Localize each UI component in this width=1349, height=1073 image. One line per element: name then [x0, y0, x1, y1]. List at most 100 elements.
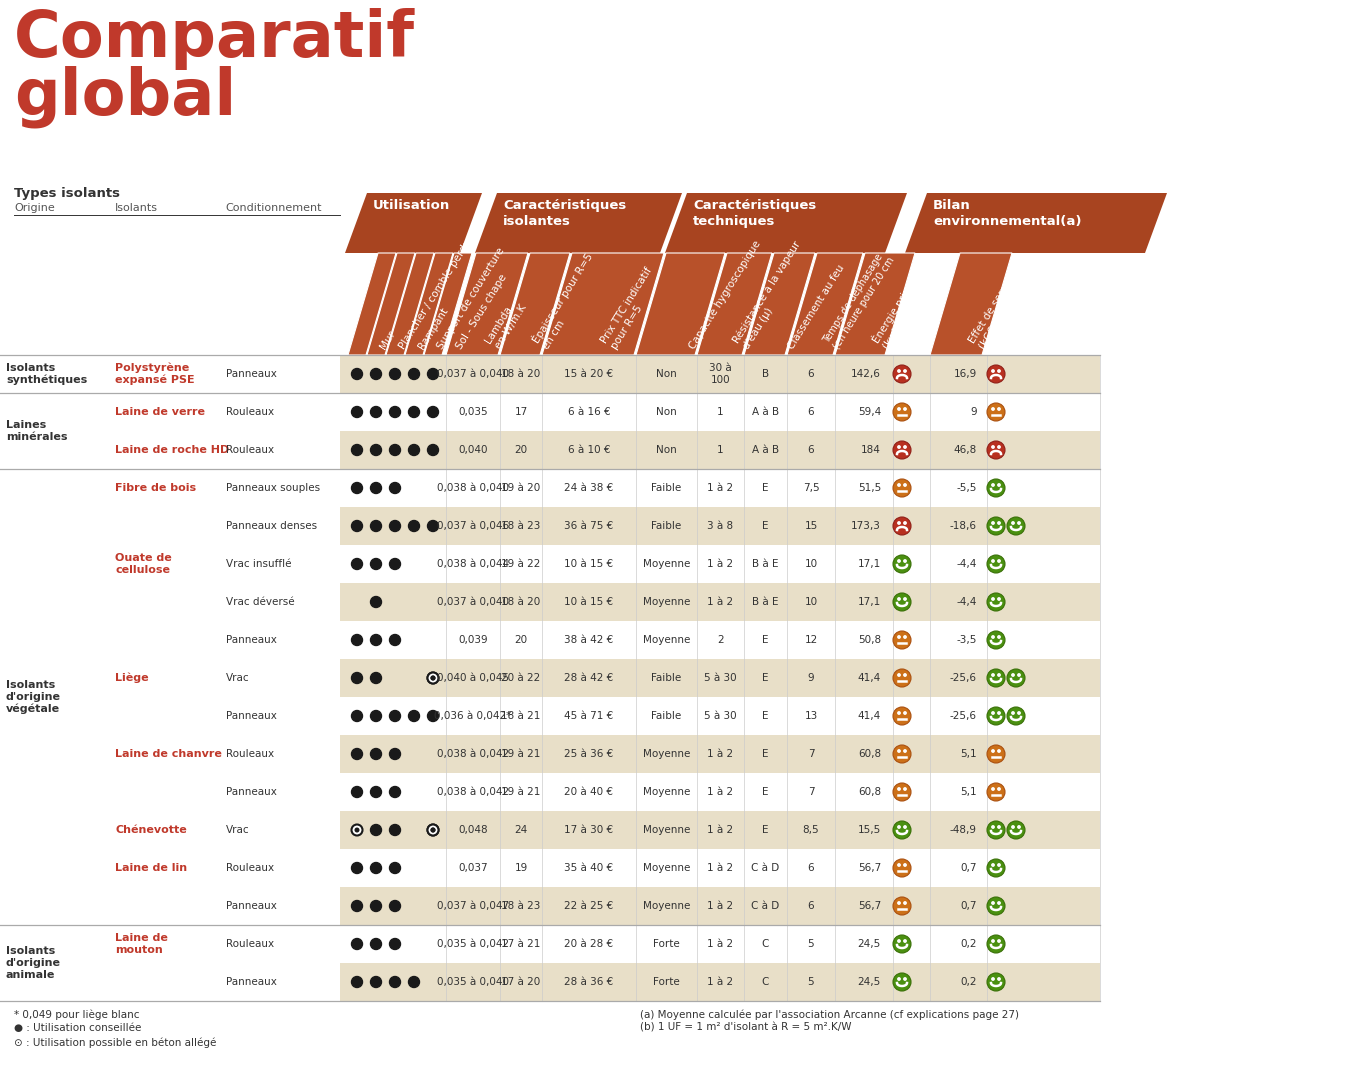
Circle shape — [371, 634, 382, 646]
Text: Laines
minérales: Laines minérales — [5, 421, 67, 442]
Text: 17: 17 — [514, 407, 527, 417]
Circle shape — [898, 788, 900, 790]
Text: 18 à 23: 18 à 23 — [502, 901, 541, 911]
Bar — [340, 773, 1099, 811]
Circle shape — [371, 520, 382, 531]
Text: 17,1: 17,1 — [858, 559, 881, 569]
Bar — [340, 887, 1099, 925]
Text: 0,035 à 0,040: 0,035 à 0,040 — [437, 978, 509, 987]
Circle shape — [987, 745, 1005, 763]
Circle shape — [904, 408, 907, 410]
Circle shape — [898, 901, 900, 905]
Circle shape — [1017, 521, 1020, 525]
Circle shape — [371, 939, 382, 950]
Polygon shape — [500, 253, 571, 355]
Circle shape — [409, 444, 420, 456]
Circle shape — [904, 636, 907, 638]
Text: (a) Moyenne calculée par l'association Arcanne (cf explications page 27): (a) Moyenne calculée par l'association A… — [639, 1009, 1018, 1019]
Circle shape — [904, 788, 907, 790]
Circle shape — [904, 674, 907, 676]
Text: 30 à
100: 30 à 100 — [710, 363, 733, 385]
Circle shape — [893, 859, 911, 877]
Text: 0,037: 0,037 — [459, 863, 488, 873]
Polygon shape — [542, 253, 664, 355]
Circle shape — [898, 636, 900, 638]
Circle shape — [904, 445, 907, 449]
Circle shape — [390, 520, 401, 531]
Text: C à D: C à D — [751, 901, 780, 911]
Polygon shape — [475, 193, 683, 253]
Text: 17 à 30 €: 17 à 30 € — [564, 825, 614, 835]
Circle shape — [371, 407, 382, 417]
Circle shape — [371, 559, 382, 570]
Polygon shape — [348, 253, 397, 355]
Text: 13: 13 — [804, 711, 817, 721]
Circle shape — [998, 978, 1000, 981]
Text: ⊙ : Utilisation possible en béton allégé: ⊙ : Utilisation possible en béton allégé — [13, 1037, 216, 1047]
Text: E: E — [762, 483, 769, 493]
Circle shape — [409, 710, 420, 721]
Circle shape — [898, 750, 900, 752]
Text: Non: Non — [656, 369, 677, 379]
Circle shape — [390, 368, 401, 380]
Text: Moyenne: Moyenne — [643, 597, 691, 607]
Circle shape — [390, 483, 401, 494]
Text: Rouleaux: Rouleaux — [227, 749, 274, 759]
Text: 17 à 21: 17 à 21 — [502, 939, 541, 949]
Text: Mur: Mur — [379, 328, 398, 351]
Circle shape — [992, 636, 994, 638]
Text: Vrac insufflé: Vrac insufflé — [227, 559, 291, 569]
Text: Rouleaux: Rouleaux — [227, 407, 274, 417]
Bar — [340, 621, 1099, 659]
Text: 5: 5 — [808, 939, 815, 949]
Circle shape — [371, 483, 382, 494]
Text: 0,038 à 0,042: 0,038 à 0,042 — [437, 749, 509, 759]
Text: E: E — [762, 673, 769, 684]
Text: C à D: C à D — [751, 863, 780, 873]
Circle shape — [352, 900, 363, 911]
Text: Laine de lin: Laine de lin — [115, 863, 188, 873]
Text: 142,6: 142,6 — [851, 369, 881, 379]
Text: 1: 1 — [718, 407, 724, 417]
Text: 25 à 36 €: 25 à 36 € — [564, 749, 614, 759]
Circle shape — [1012, 826, 1014, 828]
Text: Panneaux: Panneaux — [227, 787, 277, 797]
Circle shape — [998, 901, 1000, 905]
Text: 45 à 71 €: 45 à 71 € — [564, 711, 614, 721]
Text: 7: 7 — [808, 749, 815, 759]
Circle shape — [352, 407, 363, 417]
Circle shape — [893, 403, 911, 421]
Text: 1 à 2: 1 à 2 — [707, 597, 734, 607]
Text: Types isolants: Types isolants — [13, 187, 120, 200]
Circle shape — [390, 787, 401, 797]
Text: 41,4: 41,4 — [858, 711, 881, 721]
Circle shape — [992, 598, 994, 600]
Text: -4,4: -4,4 — [956, 559, 977, 569]
Text: 0,035 à 0,042: 0,035 à 0,042 — [437, 939, 509, 949]
Text: 41,4: 41,4 — [858, 673, 881, 684]
Circle shape — [898, 978, 900, 981]
Bar — [0, 583, 340, 621]
Text: Effet de serre
(kCO2 eq/UF) (b): Effet de serre (kCO2 eq/UF) (b) — [967, 265, 1032, 351]
Circle shape — [893, 479, 911, 497]
Circle shape — [998, 445, 1000, 449]
Text: 35 à 40 €: 35 à 40 € — [564, 863, 614, 873]
Text: 0,037 à 0,040: 0,037 à 0,040 — [437, 597, 509, 607]
Circle shape — [992, 864, 994, 866]
Text: 7,5: 7,5 — [803, 483, 819, 493]
Text: Comparatif: Comparatif — [13, 8, 415, 70]
Circle shape — [904, 370, 907, 372]
Circle shape — [1017, 826, 1020, 828]
Circle shape — [893, 783, 911, 802]
Text: Moyenne: Moyenne — [643, 787, 691, 797]
Text: Sol - Sous chape: Sol - Sous chape — [455, 273, 509, 351]
Circle shape — [1006, 668, 1025, 687]
Circle shape — [998, 826, 1000, 828]
Circle shape — [1006, 707, 1025, 725]
Text: 19 à 21: 19 à 21 — [502, 787, 541, 797]
Circle shape — [893, 668, 911, 687]
Text: A à B: A à B — [751, 445, 780, 455]
Polygon shape — [929, 253, 1012, 355]
Text: 0,040 à 0,045: 0,040 à 0,045 — [437, 673, 509, 684]
Circle shape — [998, 636, 1000, 638]
